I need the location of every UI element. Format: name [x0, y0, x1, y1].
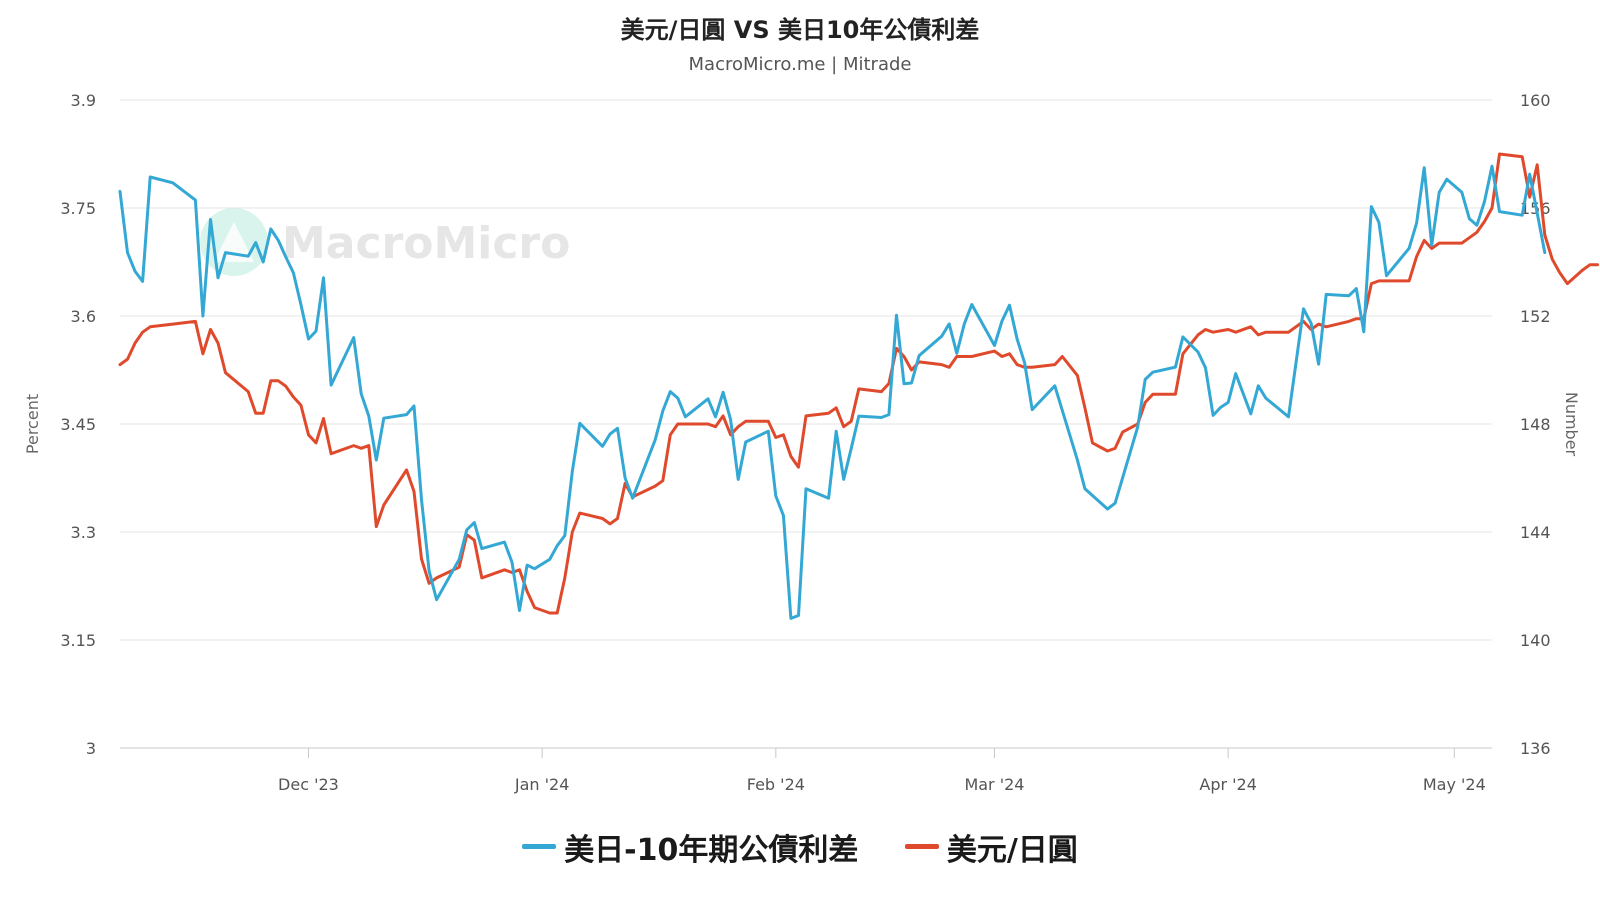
- left-tick-label: 3.9: [71, 91, 96, 110]
- x-tick-label: Apr '24: [1199, 775, 1257, 794]
- legend-swatch-usdjpy: [904, 844, 939, 849]
- right-tick-label: 140: [1520, 631, 1551, 650]
- series-line-spread[interactable]: [118, 164, 1547, 620]
- chart-subtitle: MacroMicro.me | Mitrade: [688, 54, 912, 75]
- legend-item-usdjpy[interactable]: 美元/日圓: [904, 825, 1078, 869]
- right-tick-label: 160: [1520, 91, 1551, 110]
- x-tick-label: Feb '24: [747, 775, 805, 794]
- right-tick-label: 152: [1520, 307, 1551, 326]
- x-tick-label: Dec '23: [278, 775, 339, 794]
- left-tick-label: 3.3: [71, 523, 96, 542]
- legend-label-spread: 美日-10年期公債利差: [564, 832, 859, 868]
- left-tick-label: 3.75: [60, 199, 96, 218]
- watermark-text: MacroMicro: [282, 218, 570, 269]
- right-tick-label: 136: [1520, 739, 1551, 758]
- legend-swatch-spread: [522, 844, 557, 849]
- right-tick-label: 144: [1520, 523, 1551, 542]
- x-tick-label: May '24: [1423, 775, 1486, 794]
- left-tick-label: 3: [86, 739, 96, 758]
- left-tick-label: 3.45: [60, 415, 96, 434]
- left-tick-label: 3.15: [60, 631, 96, 650]
- chart-title: 美元/日圓 VS 美日10年公債利差: [620, 16, 980, 44]
- x-tick-label: Jan '24: [514, 775, 570, 794]
- right-tick-label: 148: [1520, 415, 1551, 434]
- x-tick-label: Mar '24: [964, 775, 1024, 794]
- left-tick-label: 3.6: [71, 307, 96, 326]
- series-line-usdjpy[interactable]: [118, 152, 1599, 615]
- chart-legend: 美日-10年期公債利差 美元/日圓: [0, 822, 1600, 869]
- legend-item-spread[interactable]: 美日-10年期公債利差: [522, 825, 858, 869]
- left-axis-title: Percent: [23, 394, 42, 454]
- legend-label-usdjpy: 美元/日圓: [946, 832, 1078, 868]
- right-axis-title: Number: [1562, 392, 1581, 457]
